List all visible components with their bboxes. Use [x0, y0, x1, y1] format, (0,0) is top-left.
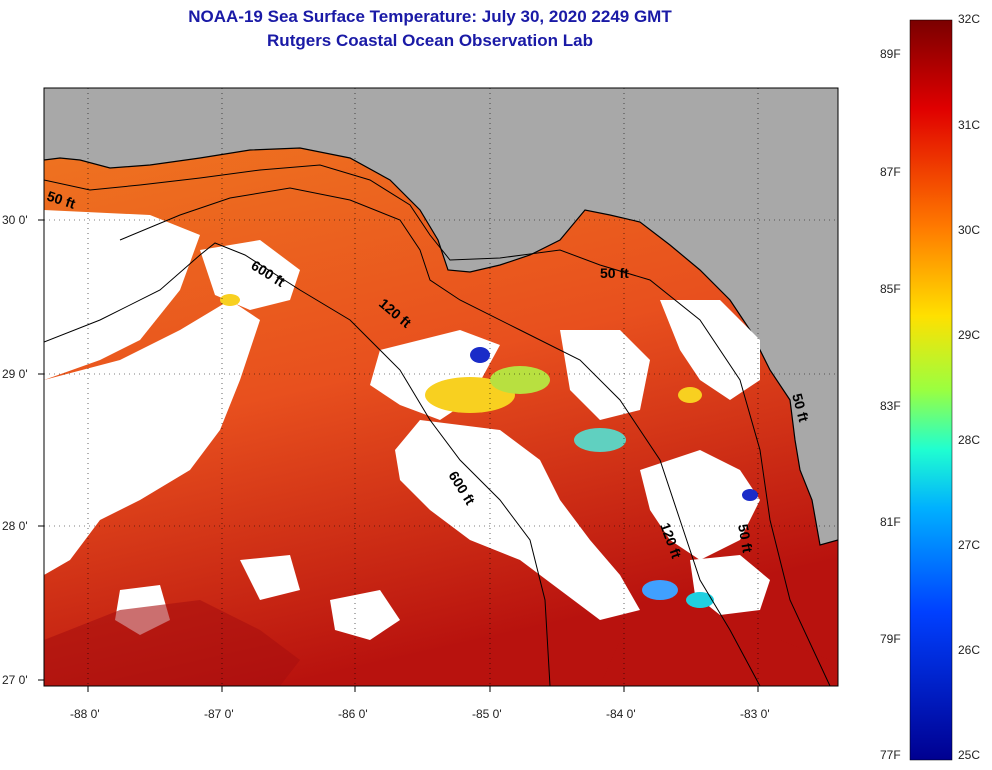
hot-region-se	[600, 630, 838, 686]
frame-ticks	[38, 219, 759, 692]
colorbar-f-label: 89F	[880, 47, 901, 61]
colorbar-f-label: 77F	[880, 748, 901, 762]
lat-label: 27 0'	[2, 673, 28, 687]
colorbar-c-label: 28C	[958, 433, 981, 447]
map-title: NOAA-19 Sea Surface Temperature: July 30…	[188, 7, 672, 26]
contour-120ft	[119, 187, 761, 686]
lat-label: 30 0'	[2, 213, 28, 227]
colorbar-c-label: 31C	[958, 118, 981, 132]
colorbar-c-label: 26C	[958, 643, 981, 657]
lon-label: -83 0'	[740, 707, 770, 721]
contour-label: 50 ft	[789, 392, 812, 424]
lon-label: -85 0'	[472, 707, 502, 721]
lon-label: -87 0'	[204, 707, 234, 721]
colorbar-f-label: 83F	[880, 399, 901, 413]
lat-label: 28 0'	[2, 519, 28, 533]
cool-patches	[220, 294, 758, 608]
coastline	[44, 147, 838, 546]
contour-50ft	[44, 164, 831, 686]
lon-label: -84 0'	[606, 707, 636, 721]
colorbar-c-label: 32C	[958, 12, 981, 26]
map-frame	[43, 87, 839, 687]
contour-600ft	[44, 242, 551, 686]
colorbar-c-label: 25C	[958, 748, 981, 762]
colorbar-c-label: 30C	[958, 223, 981, 237]
colorbar-c-label: 29C	[958, 328, 981, 342]
colorbar-f-label: 85F	[880, 282, 901, 296]
lat-label: 29 0'	[2, 367, 28, 381]
lon-label: -86 0'	[338, 707, 368, 721]
land-mass	[44, 88, 838, 545]
colorbar-f-label: 87F	[880, 165, 901, 179]
contour-label: 50 ft	[735, 523, 756, 554]
hot-region	[44, 600, 300, 686]
contour-label: 50 ft	[600, 265, 629, 281]
colorbar	[909, 19, 953, 761]
map-subtitle: Rutgers Coastal Ocean Observation Lab	[267, 31, 593, 50]
colorbar-f-label: 81F	[880, 515, 901, 529]
colorbar-f-label: 79F	[880, 632, 901, 646]
lon-label: -88 0'	[70, 707, 100, 721]
colorbar-c-label: 27C	[958, 538, 981, 552]
